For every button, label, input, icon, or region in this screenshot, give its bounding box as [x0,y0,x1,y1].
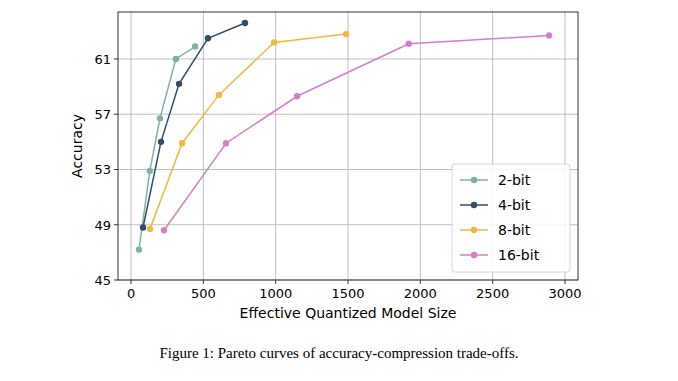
series-line [139,47,195,250]
legend-label: 8-bit [498,222,531,238]
point [161,227,167,233]
tick-label: 0 [127,286,135,301]
point [406,41,412,47]
point [147,226,153,232]
legend-box [452,164,570,272]
point [223,140,229,146]
tick-label: 3000 [548,286,581,301]
tick [492,280,493,284]
tick-label: 2500 [476,286,509,301]
point [271,39,277,45]
y-axis-label: Accuracy [69,114,85,178]
legend-label: 2-bit [498,172,531,188]
tick [114,58,118,59]
legend: 2-bit 4-bit 8-bit 16-bit [452,164,570,272]
legend-marker [471,252,477,258]
point [147,168,153,174]
series-line [150,34,346,229]
point [546,32,552,38]
tick-label: 53 [94,162,111,177]
tick [114,280,118,281]
tick-label: 57 [94,107,111,122]
point [343,31,349,37]
series-line [143,23,245,227]
grid-line [118,58,578,59]
point [136,246,142,252]
legend-label: 16-bit [498,247,540,263]
tick-label: 1000 [259,286,292,301]
point [158,139,164,145]
point [216,92,222,98]
point [294,93,300,99]
frame [118,12,578,280]
tick [275,280,276,284]
tick-label: 1500 [331,286,364,301]
grid-line [420,12,421,280]
point [242,20,248,26]
point [179,140,185,146]
tick [564,280,565,284]
tick [114,224,118,225]
tick-label: 500 [191,286,216,301]
tick [114,114,118,115]
legend-marker [471,177,477,183]
point [157,115,163,121]
tick [114,169,118,170]
grid-line [118,114,578,115]
tick [420,280,421,284]
tick-label: 45 [94,273,111,288]
grid-line [348,12,349,280]
grid-line [131,12,132,280]
tick-label: 61 [94,52,111,67]
x-axis-label: Effective Quantized Model Size [240,305,457,321]
grid-line [275,12,276,280]
point [140,224,146,230]
tick [131,280,132,284]
grid-line [203,12,204,280]
point [192,43,198,49]
point [205,35,211,41]
tick [348,280,349,284]
tick-label: 2000 [404,286,437,301]
point [176,81,182,87]
point [173,56,179,62]
tick [203,280,204,284]
caption: Figure 1: Pareto curves of accuracy-comp… [159,345,518,361]
chart: 0 500 1000 1500 2000 2500 3000 45 49 53 57 61 Effect… [0,0,678,381]
legend-marker [471,227,477,233]
legend-label: 4-bit [498,197,531,213]
tick-label: 49 [94,218,111,233]
legend-marker [471,202,477,208]
